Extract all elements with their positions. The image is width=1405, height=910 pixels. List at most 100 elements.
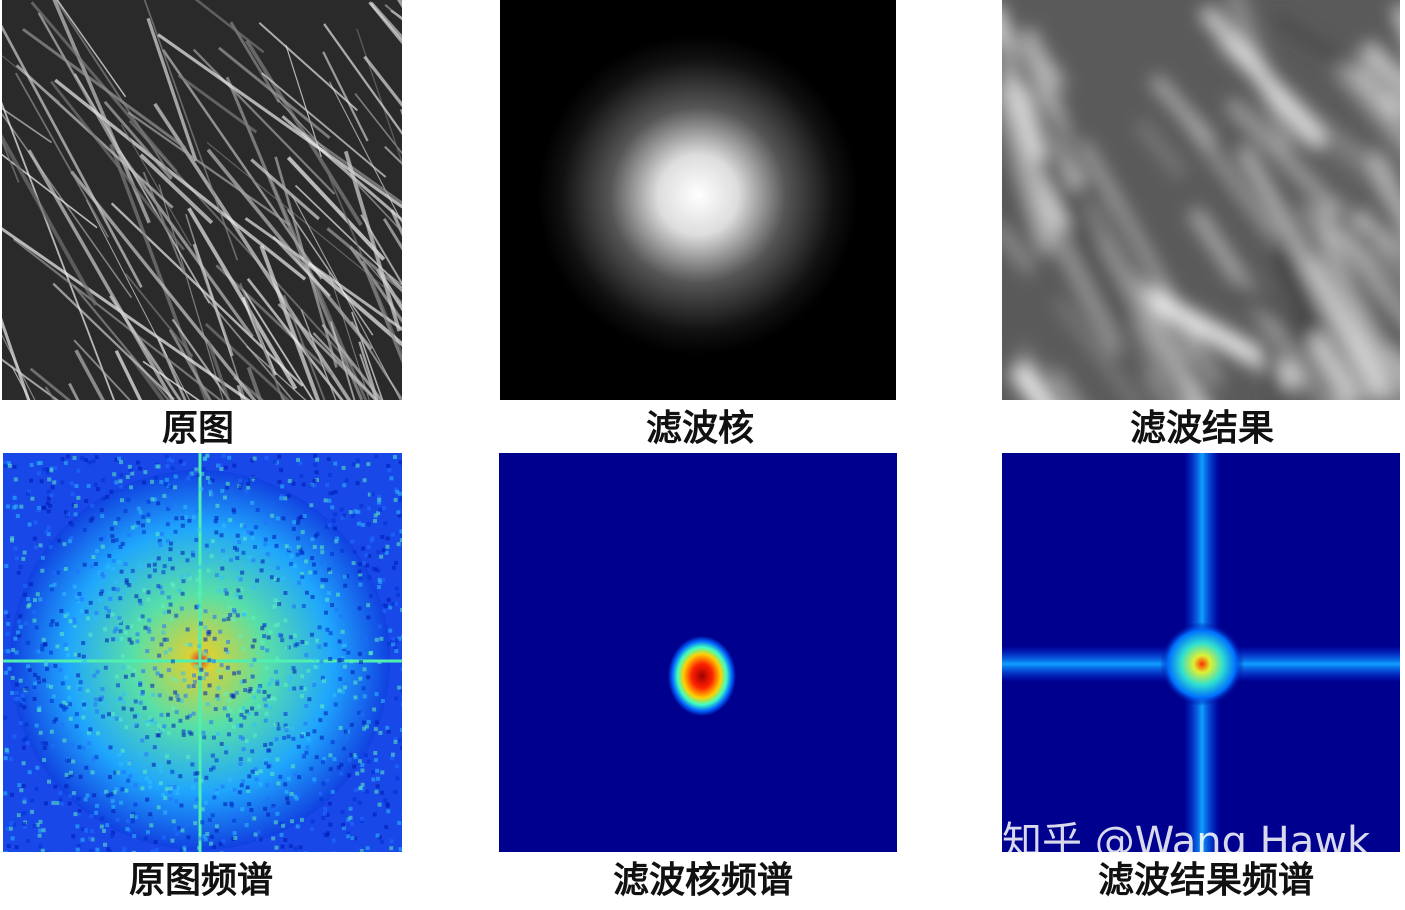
texture	[358, 576, 363, 581]
texture	[266, 748, 271, 753]
texture	[217, 668, 222, 673]
texture	[286, 209, 374, 336]
texture	[142, 588, 147, 593]
texture	[296, 457, 301, 462]
texture	[401, 634, 402, 639]
texture	[91, 459, 96, 464]
texture	[250, 458, 255, 463]
texture	[54, 78, 307, 281]
texture	[100, 589, 105, 594]
texture	[106, 793, 111, 798]
texture	[246, 345, 307, 400]
texture	[252, 722, 257, 727]
texture	[72, 284, 170, 400]
texture	[399, 538, 402, 543]
texture	[213, 707, 218, 712]
texture	[147, 563, 152, 568]
texture	[337, 688, 342, 693]
texture	[306, 732, 311, 737]
texture	[172, 785, 177, 790]
texture	[38, 730, 43, 735]
texture	[309, 632, 314, 637]
texture	[364, 553, 369, 558]
caption: 滤波核	[646, 408, 754, 449]
texture	[146, 17, 198, 162]
texture	[18, 678, 23, 683]
texture	[321, 816, 326, 821]
texture	[379, 839, 384, 844]
texture	[138, 510, 143, 515]
texture	[258, 837, 263, 842]
texture	[109, 489, 114, 494]
texture	[45, 699, 50, 704]
texture	[19, 788, 24, 793]
texture	[258, 782, 263, 787]
texture	[174, 613, 179, 618]
texture	[43, 642, 48, 647]
texture	[322, 832, 327, 837]
texture	[150, 849, 155, 852]
texture	[262, 689, 267, 694]
texture	[203, 294, 294, 400]
texture	[84, 499, 89, 504]
texture	[151, 692, 156, 697]
texture	[10, 536, 15, 541]
texture	[338, 614, 343, 619]
texture	[377, 585, 382, 590]
texture	[37, 833, 42, 838]
texture	[334, 539, 339, 544]
texture	[342, 685, 347, 690]
texture	[84, 609, 89, 614]
texture	[16, 630, 21, 635]
texture	[109, 526, 114, 531]
texture	[101, 828, 106, 833]
texture	[265, 796, 270, 801]
texture	[203, 609, 208, 614]
texture	[300, 639, 305, 644]
texture	[157, 693, 162, 698]
texture	[231, 694, 236, 699]
texture	[76, 653, 81, 658]
texture	[219, 851, 224, 852]
texture	[61, 700, 66, 705]
texture	[22, 797, 27, 802]
texture	[6, 622, 11, 627]
texture	[268, 696, 273, 701]
texture	[77, 809, 82, 814]
texture	[349, 245, 402, 324]
texture	[304, 653, 309, 658]
texture	[234, 811, 239, 816]
texture	[275, 577, 280, 582]
texture	[87, 460, 92, 465]
texture	[142, 360, 200, 400]
texture	[397, 491, 402, 496]
texture	[149, 823, 154, 828]
texture	[168, 696, 173, 701]
texture	[195, 771, 200, 776]
texture	[114, 626, 119, 631]
texture	[64, 646, 69, 651]
texture	[54, 0, 173, 178]
texture	[250, 500, 255, 505]
texture	[300, 530, 305, 535]
texture	[214, 516, 219, 521]
texture	[128, 773, 133, 778]
texture	[350, 821, 355, 826]
texture	[253, 767, 258, 772]
texture	[166, 595, 171, 600]
texture	[257, 686, 262, 691]
texture	[364, 789, 369, 794]
texture	[27, 667, 32, 672]
texture	[143, 625, 148, 630]
texture	[263, 743, 268, 748]
texture	[157, 338, 187, 400]
texture	[111, 804, 116, 809]
texture	[88, 632, 93, 637]
texture	[1014, 340, 1064, 400]
texture	[118, 544, 123, 549]
texture	[350, 836, 355, 841]
texture	[227, 605, 232, 610]
texture	[342, 574, 347, 579]
texture	[312, 780, 317, 785]
